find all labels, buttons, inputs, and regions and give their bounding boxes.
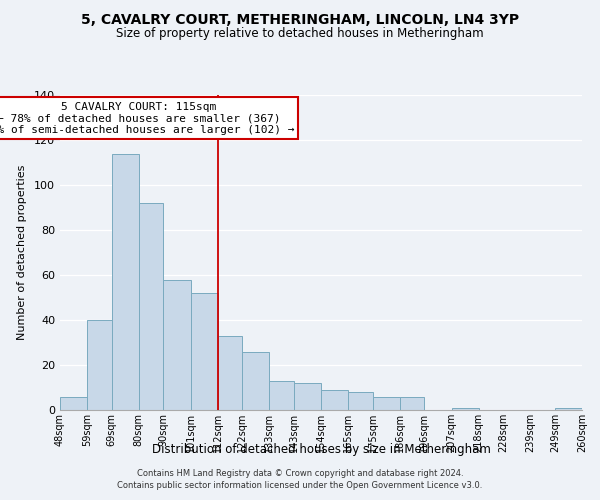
Text: Distribution of detached houses by size in Metheringham: Distribution of detached houses by size …	[152, 444, 490, 456]
Bar	[112, 154, 139, 410]
Bar	[294, 383, 321, 410]
Bar	[452, 408, 479, 410]
Bar	[87, 320, 112, 410]
Bar	[139, 203, 163, 410]
Bar	[163, 280, 191, 410]
Bar	[400, 396, 424, 410]
Bar	[269, 381, 294, 410]
Bar	[348, 392, 373, 410]
Bar	[242, 352, 269, 410]
Bar	[60, 396, 87, 410]
Bar	[555, 408, 582, 410]
Text: Size of property relative to detached houses in Metheringham: Size of property relative to detached ho…	[116, 28, 484, 40]
Text: Contains HM Land Registry data © Crown copyright and database right 2024.: Contains HM Land Registry data © Crown c…	[137, 468, 463, 477]
Bar	[218, 336, 242, 410]
Y-axis label: Number of detached properties: Number of detached properties	[17, 165, 27, 340]
Text: Contains public sector information licensed under the Open Government Licence v3: Contains public sector information licen…	[118, 481, 482, 490]
Text: 5 CAVALRY COURT: 115sqm
← 78% of detached houses are smaller (367)
22% of semi-d: 5 CAVALRY COURT: 115sqm ← 78% of detache…	[0, 102, 294, 135]
Text: 5, CAVALRY COURT, METHERINGHAM, LINCOLN, LN4 3YP: 5, CAVALRY COURT, METHERINGHAM, LINCOLN,…	[81, 12, 519, 26]
Bar	[191, 293, 218, 410]
Bar	[373, 396, 400, 410]
Bar	[321, 390, 348, 410]
